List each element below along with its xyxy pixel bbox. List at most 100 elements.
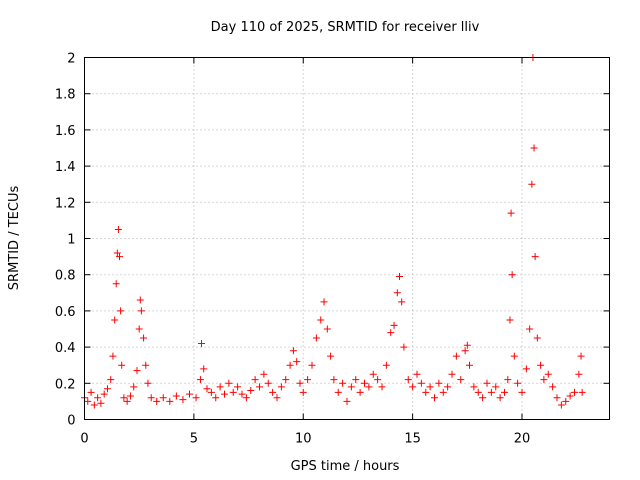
data-point [577, 352, 585, 360]
data-point [207, 388, 215, 396]
data-point [531, 253, 539, 261]
y-tick-label: 1.6 [55, 124, 76, 139]
data-point [317, 316, 325, 324]
data-point [112, 280, 120, 288]
data-point [234, 383, 242, 391]
data-point [479, 394, 487, 402]
data-point [496, 394, 504, 402]
data-point [330, 376, 338, 384]
data-point [320, 298, 328, 306]
data-point [120, 394, 128, 402]
data-point [540, 376, 548, 384]
data-point [229, 388, 237, 396]
data-point [533, 334, 541, 342]
data-point [492, 383, 500, 391]
x-tick-label: 20 [514, 432, 531, 447]
data-point [387, 329, 395, 337]
data-point [501, 388, 508, 396]
data-point [242, 394, 250, 402]
data-point [347, 383, 355, 391]
data-point [327, 352, 335, 360]
data-point [247, 387, 255, 395]
data-point [142, 361, 150, 369]
x-tick-label: 5 [190, 432, 198, 447]
data-point [396, 273, 403, 281]
data-point [361, 379, 368, 387]
data-point [483, 379, 491, 387]
data-point [426, 383, 434, 391]
data-point [111, 316, 119, 324]
data-point [107, 376, 115, 384]
data-point [200, 365, 208, 373]
data-point [487, 388, 495, 396]
data-point [463, 341, 471, 349]
chart-title: Day 110 of 2025, SRMTID for receiver lli… [211, 20, 480, 35]
data-point [113, 249, 121, 257]
data-point [137, 307, 145, 315]
data-point [557, 401, 565, 409]
data-point [118, 361, 126, 369]
data-point [269, 388, 277, 396]
data-point [435, 379, 443, 387]
data-point [90, 401, 98, 409]
data-point [553, 394, 561, 402]
plot-frame [84, 57, 610, 420]
data-point [343, 397, 351, 405]
data-point [461, 347, 469, 355]
data-point [562, 397, 570, 405]
data-point [289, 347, 297, 355]
data-point [308, 361, 316, 369]
data-point [504, 376, 512, 384]
data-point [100, 390, 108, 398]
data-point [299, 388, 307, 396]
data-point [109, 352, 117, 360]
data-point [140, 334, 148, 342]
data-point [172, 392, 180, 400]
data-point [417, 379, 425, 387]
data-point [382, 361, 390, 369]
x-tick-label: 0 [80, 432, 88, 447]
data-point [334, 388, 342, 396]
data-point [84, 397, 92, 405]
data-point [159, 394, 167, 402]
data-point [312, 334, 320, 342]
x-axis-label: GPS time / hours [291, 459, 400, 474]
data-point [374, 376, 382, 384]
data-point [221, 390, 228, 398]
data-point [431, 394, 438, 402]
data-point [153, 397, 161, 405]
data-points [81, 54, 586, 409]
data-point [97, 399, 105, 407]
data-point [130, 383, 138, 391]
data-point [196, 376, 204, 384]
data-point [198, 339, 206, 347]
data-point [323, 325, 331, 333]
data-point [409, 383, 417, 391]
x-axis: 0 5 10 15 20 [80, 57, 531, 447]
data-point [135, 325, 143, 333]
data-point [147, 394, 155, 402]
y-tick-label: 0.4 [55, 341, 76, 356]
data-point [466, 361, 473, 369]
data-point [444, 383, 452, 391]
data-point [103, 385, 111, 393]
data-point [256, 383, 263, 391]
data-point [400, 343, 408, 351]
data-point [203, 385, 211, 393]
data-point [277, 383, 285, 391]
data-point [549, 383, 557, 391]
data-point [390, 321, 398, 329]
data-point [422, 388, 430, 396]
data-point [365, 383, 373, 391]
y-tick-label: 0.8 [55, 269, 76, 284]
data-point [192, 394, 200, 402]
data-point [404, 376, 412, 384]
data-point [510, 352, 518, 360]
data-point [87, 388, 95, 396]
data-point [566, 392, 574, 400]
data-point [526, 325, 534, 333]
data-point [251, 376, 259, 384]
data-point [133, 367, 141, 375]
data-point [537, 361, 545, 369]
